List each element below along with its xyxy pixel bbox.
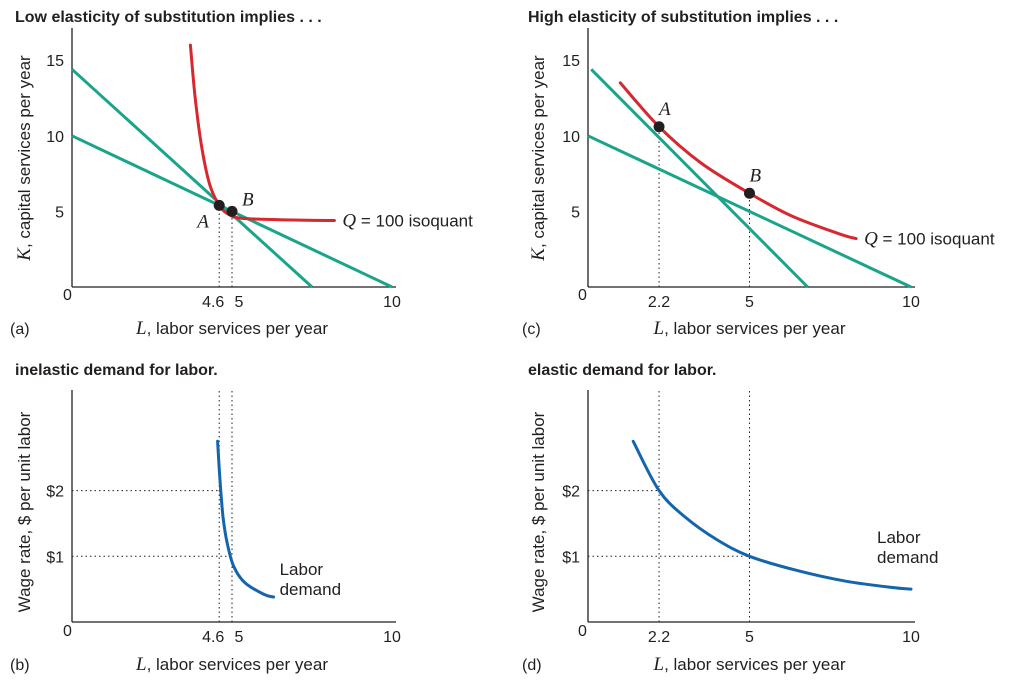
x-axis-label: L, labor services per year xyxy=(653,654,846,675)
chart-title: elastic demand for labor. xyxy=(528,362,717,379)
isocost-line xyxy=(587,134,912,289)
point-marker-b xyxy=(744,187,755,199)
x-axis-label-var: L xyxy=(135,654,147,675)
point-marker-a xyxy=(213,199,225,211)
isocost-line xyxy=(590,68,809,289)
y-axis-label-rest: , capital services per year xyxy=(529,55,548,248)
x-tick-label: 4.6 xyxy=(202,294,224,311)
panel-label: (c) xyxy=(522,321,541,338)
labor-demand-curve xyxy=(216,439,276,599)
y-tick-label: $2 xyxy=(46,484,64,501)
isoquant-label-var: Q xyxy=(864,229,878,250)
x-axis-label: L, labor services per year xyxy=(135,318,328,339)
chart-panel-b: inelastic demand for labor. 0 $1 $2 4.6 5 10 L,… xyxy=(10,362,401,675)
x-tick-label: 2.2 xyxy=(648,629,670,646)
x-tick-label: 10 xyxy=(383,294,401,311)
y-axis-label: K, capital services per year xyxy=(14,55,35,262)
panel-label: (d) xyxy=(522,657,542,674)
labor-demand-label: demand xyxy=(877,548,938,567)
point-label-a: A xyxy=(657,99,671,120)
panel-label: (b) xyxy=(10,657,30,674)
labor-demand-label: Labor xyxy=(280,560,324,579)
x-axis-label-rest: , labor services per year xyxy=(664,319,846,338)
chart-title: High elasticity of substitution implies … xyxy=(528,9,838,26)
y-tick-label: $1 xyxy=(562,549,580,566)
y-tick-label: 15 xyxy=(562,53,580,70)
x-tick-label: 2.2 xyxy=(648,294,670,311)
point-label-b: B xyxy=(242,189,254,210)
chart-panel-d: elastic demand for labor. 0 $1 $2 2.2 5 10 L, l… xyxy=(522,362,938,675)
point-marker-a xyxy=(653,121,665,133)
point-marker-b xyxy=(226,205,238,217)
y-axis-label-rest: , capital services per year xyxy=(15,55,34,248)
origin-label: 0 xyxy=(578,287,587,304)
chart-panel-c: High elasticity of substitution implies … xyxy=(522,9,995,339)
labor-demand-label: Labor xyxy=(877,528,921,547)
y-tick-label: 15 xyxy=(46,53,64,70)
x-axis-label-var: L xyxy=(653,654,665,675)
x-tick-label: 4.6 xyxy=(202,629,224,646)
chart-panel-a: Low elasticity of substitution implies .… xyxy=(10,9,473,339)
panel-label: (a) xyxy=(10,321,30,338)
isoquant-label: Q = 100 isoquant xyxy=(864,229,995,250)
y-axis-label: Wage rate, $ per unit labor xyxy=(15,411,34,612)
chart-title: Low elasticity of substitution implies .… xyxy=(15,9,322,26)
y-axis-label-var: K xyxy=(14,247,35,262)
isoquant-label-var: Q xyxy=(342,210,356,231)
labor-demand-label: demand xyxy=(280,580,341,599)
x-tick-label: 5 xyxy=(235,629,244,646)
y-axis-label: Wage rate, $ per unit labor xyxy=(529,411,548,612)
y-tick-label: 5 xyxy=(55,204,64,221)
x-axis-label-var: L xyxy=(135,318,147,339)
y-axis-label: K, capital services per year xyxy=(528,55,549,262)
x-axis-label-rest: , labor services per year xyxy=(147,655,329,674)
y-tick-label: 10 xyxy=(46,129,64,146)
x-tick-label: 10 xyxy=(902,629,920,646)
isoquant-label-rest: = 100 isoquant xyxy=(878,230,995,249)
x-tick-label: 5 xyxy=(235,294,244,311)
isoquant-label: Q = 100 isoquant xyxy=(342,210,473,231)
x-axis-label-rest: , labor services per year xyxy=(664,655,846,674)
origin-label: 0 xyxy=(578,623,587,640)
origin-label: 0 xyxy=(63,287,72,304)
x-axis-label: L, labor services per year xyxy=(135,654,328,675)
point-label-b: B xyxy=(750,165,762,186)
x-axis-label-var: L xyxy=(653,318,665,339)
isocost-line xyxy=(70,68,314,289)
origin-label: 0 xyxy=(63,623,72,640)
x-tick-label: 5 xyxy=(745,294,754,311)
x-axis-label: L, labor services per year xyxy=(653,318,846,339)
y-tick-label: $1 xyxy=(46,549,64,566)
x-tick-label: 5 xyxy=(745,629,754,646)
chart-title: inelastic demand for labor. xyxy=(15,362,218,379)
x-tick-label: 10 xyxy=(383,629,401,646)
y-tick-label: 10 xyxy=(562,129,580,146)
x-tick-label: 10 xyxy=(902,294,920,311)
isoquant-curve xyxy=(188,43,336,222)
point-label-a: A xyxy=(195,211,209,232)
labor-demand-curve xyxy=(631,439,913,591)
isoquant-label-rest: = 100 isoquant xyxy=(356,211,473,230)
y-axis-label-var: K xyxy=(528,247,549,262)
y-tick-label: $2 xyxy=(562,484,580,501)
x-axis-label-rest: , labor services per year xyxy=(147,319,329,338)
y-tick-label: 5 xyxy=(571,204,580,221)
